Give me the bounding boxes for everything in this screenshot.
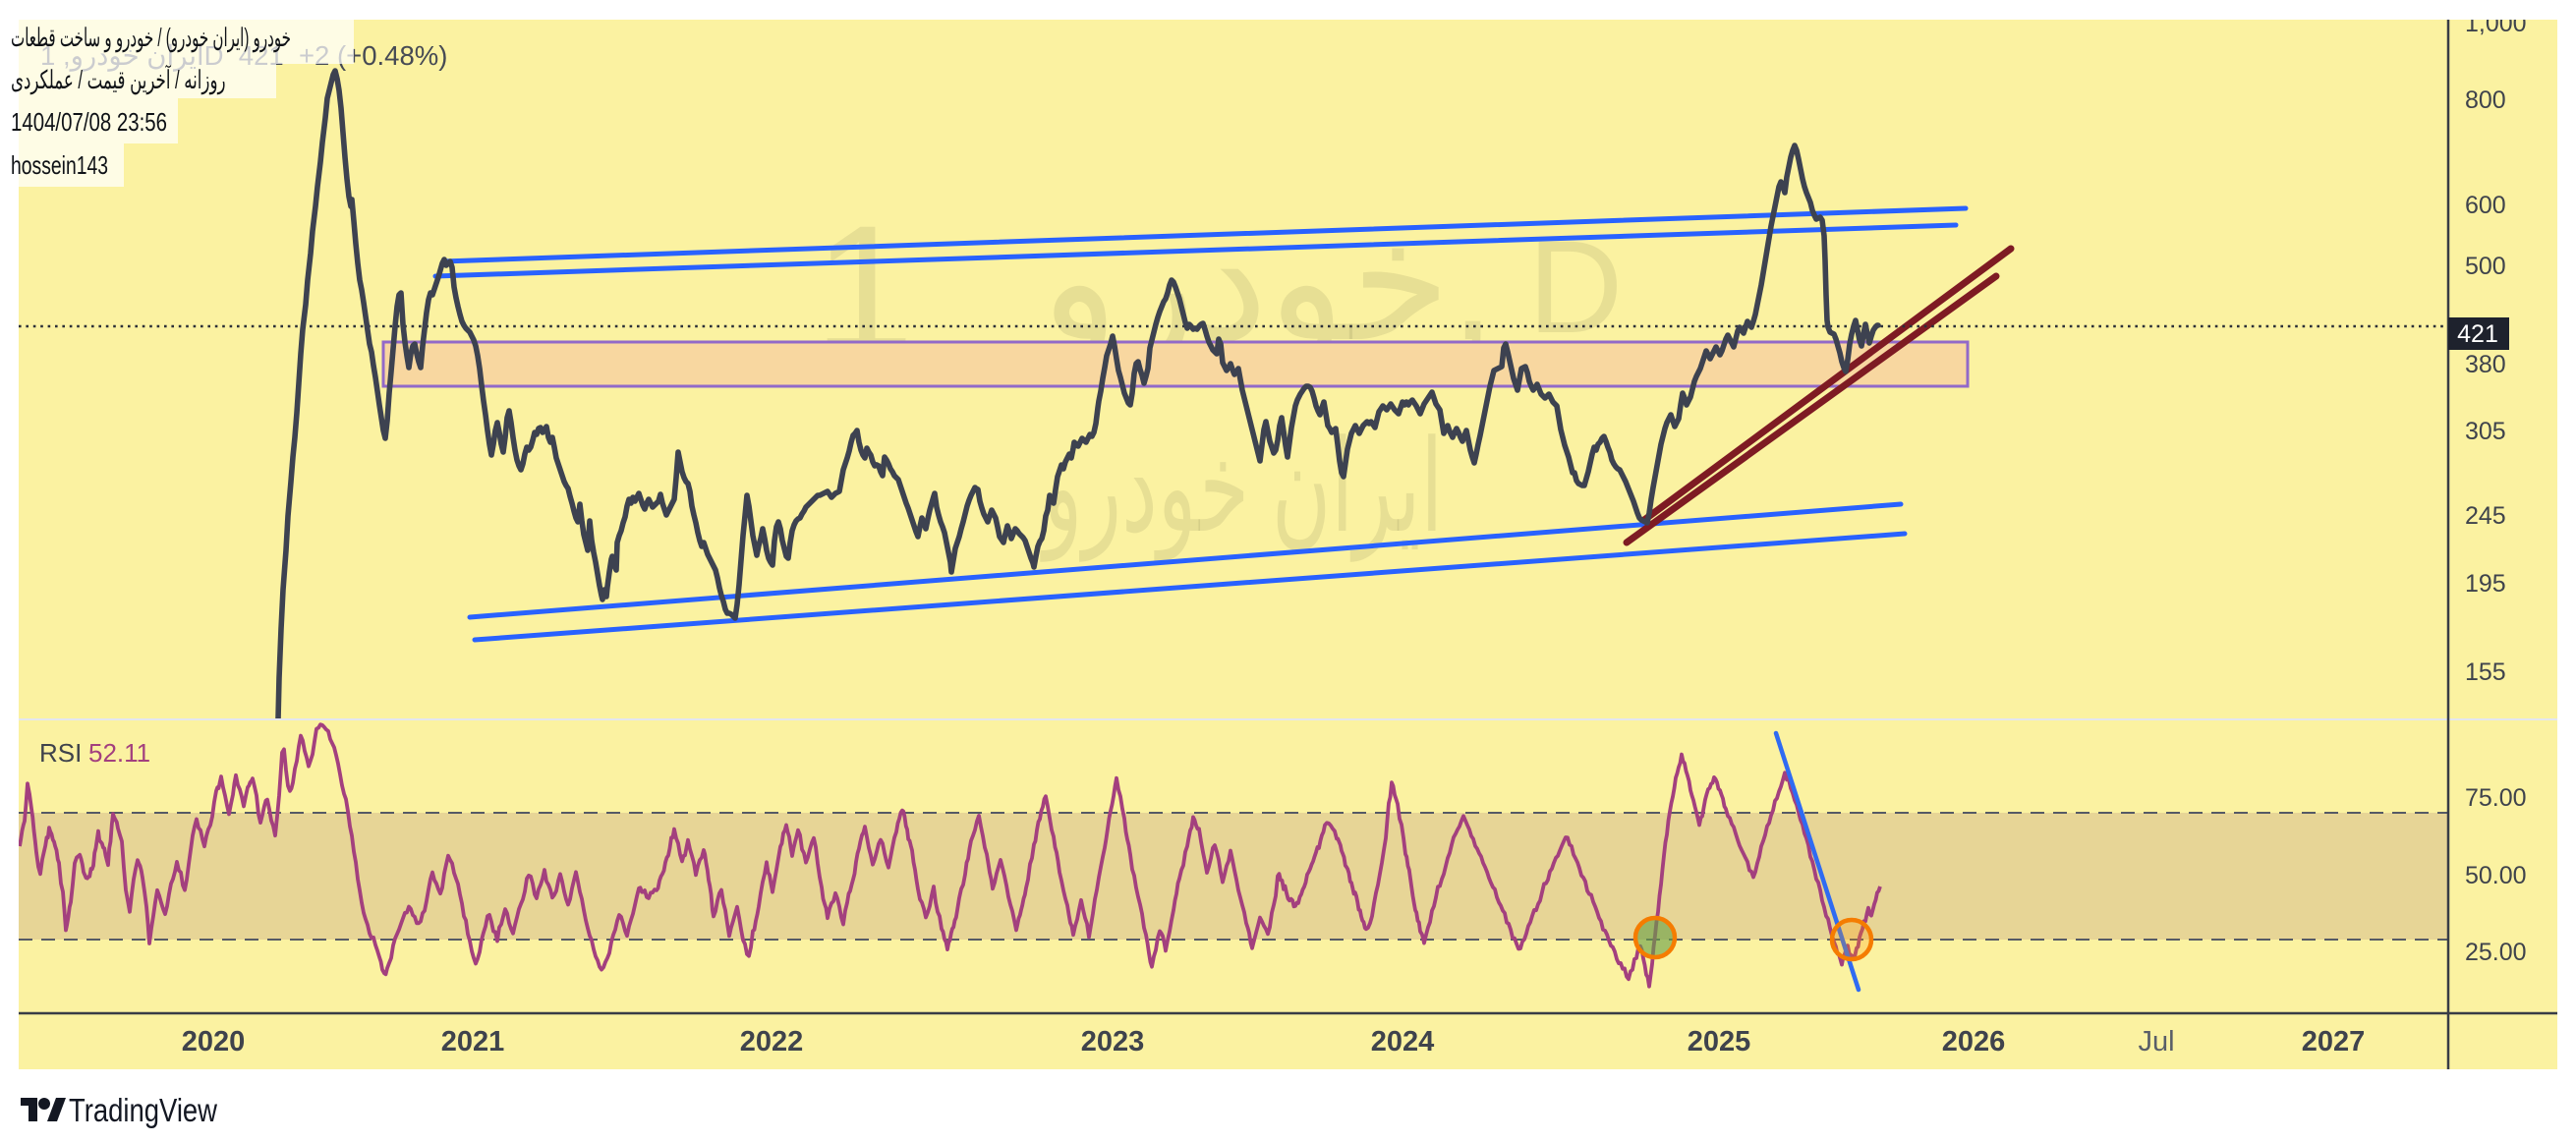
svg-text:2022: 2022 (740, 1026, 804, 1057)
svg-text:2024: 2024 (1371, 1026, 1435, 1057)
svg-text:195: 195 (2465, 570, 2506, 598)
svg-text:TradingView: TradingView (69, 1092, 217, 1128)
svg-text:1,000: 1,000 (2465, 10, 2527, 37)
svg-text:2023: 2023 (1081, 1026, 1145, 1057)
svg-text:305: 305 (2465, 418, 2506, 445)
svg-text:600: 600 (2465, 192, 2506, 219)
svg-text:ایران خودرو: ایران خودرو (1040, 417, 1443, 562)
svg-text:50.00: 50.00 (2465, 862, 2527, 889)
svg-text:2020: 2020 (182, 1026, 246, 1057)
svg-text:Jul: Jul (2138, 1026, 2174, 1057)
svg-text:52.11: 52.11 (88, 738, 150, 768)
svg-text:245: 245 (2465, 502, 2506, 530)
svg-text:1404/07/08 23:56: 1404/07/08 23:56 (11, 107, 167, 137)
svg-text:500: 500 (2465, 253, 2506, 280)
svg-text:421: 421 (2457, 320, 2498, 348)
svg-text:75.00: 75.00 (2465, 784, 2527, 812)
svg-text:RSI: RSI (39, 738, 82, 768)
svg-text:2025: 2025 (1688, 1026, 1751, 1057)
svg-text:خودرو (ایران خودرو) / خودرو و: خودرو (ایران خودرو) / خودرو و ساخت قطعات (11, 24, 291, 54)
svg-text:2027: 2027 (2302, 1026, 2366, 1057)
svg-text:380: 380 (2465, 351, 2506, 378)
svg-text:2021: 2021 (441, 1026, 505, 1057)
svg-text:روزانه / آخرین قیمت / عملکردی: روزانه / آخرین قیمت / عملکردی (11, 64, 226, 95)
svg-text:25.00: 25.00 (2465, 939, 2527, 966)
svg-text:2026: 2026 (1942, 1026, 2006, 1057)
svg-text:155: 155 (2465, 658, 2506, 686)
svg-text:800: 800 (2465, 86, 2506, 114)
svg-text:hossein143: hossein143 (11, 150, 108, 180)
